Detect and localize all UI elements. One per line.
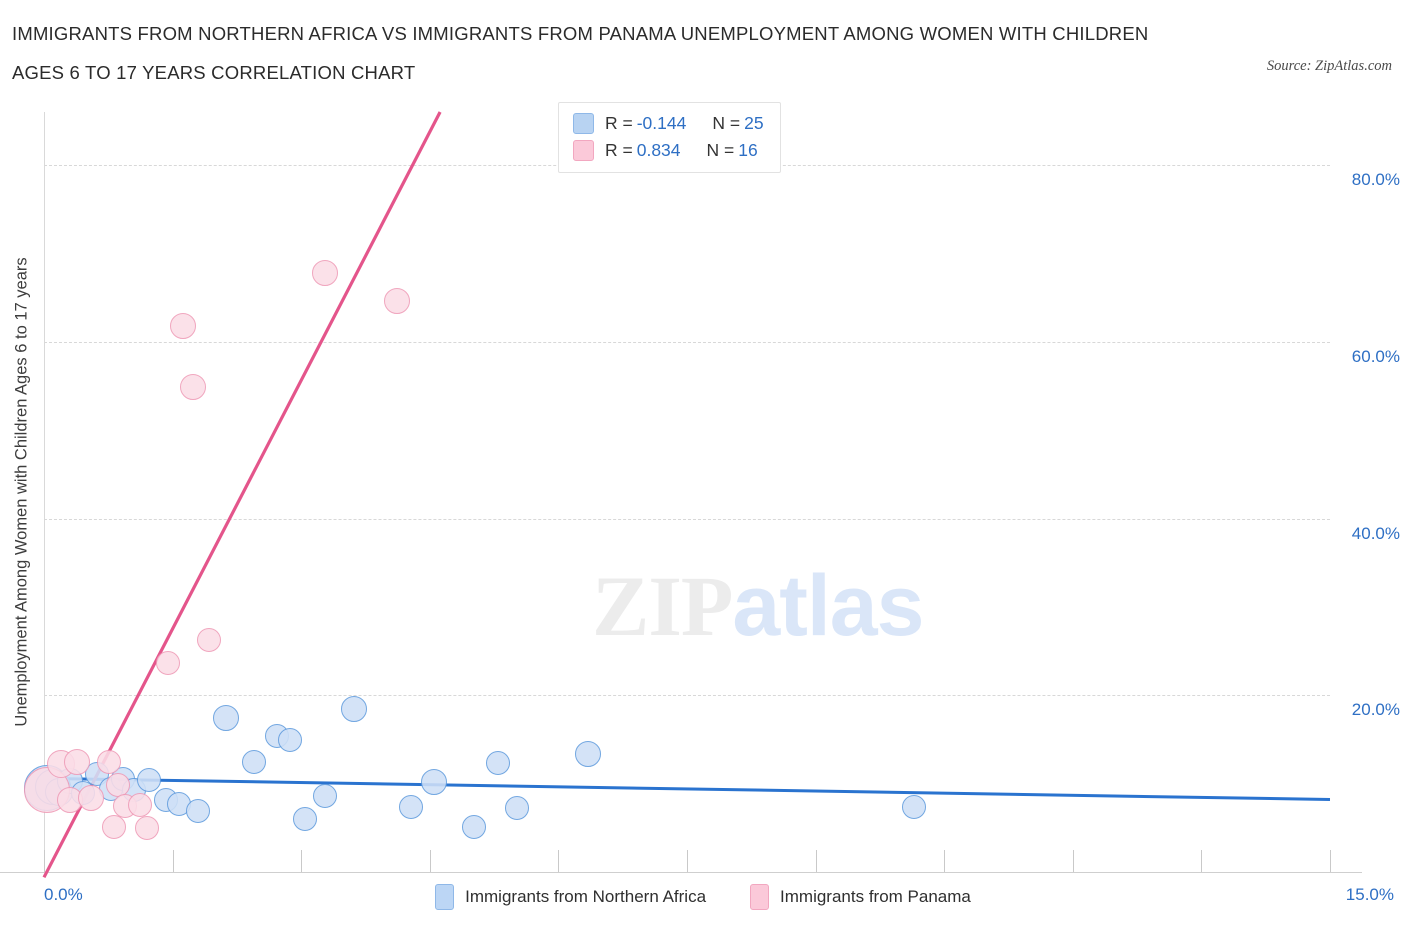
scatter-point[interactable]: [156, 650, 181, 675]
scatter-point[interactable]: [902, 795, 927, 820]
stats-swatch-pink-icon: [573, 140, 594, 161]
y-axis-title: Unemployment Among Women with Children A…: [12, 257, 31, 727]
gridline-40.0%: [44, 518, 1330, 520]
correlation-stats-box: R = -0.144 N = 25 R = 0.834 N = 16: [558, 102, 781, 173]
plot-area: Unemployment Among Women with Children A…: [0, 111, 1362, 879]
watermark-zip: ZIP: [592, 558, 733, 654]
x-axis-min-label: 0.0%: [44, 885, 83, 904]
x-axis-line: [0, 872, 1362, 873]
y-axis-line: [44, 112, 45, 872]
y-tick-label: 40.0%: [1351, 523, 1400, 543]
series-legend: Immigrants from Northern Africa Immigran…: [0, 884, 1406, 910]
legend-item-panama[interactable]: Immigrants from Panama: [750, 884, 971, 910]
source-attribution: Source: ZipAtlas.com: [1266, 58, 1392, 74]
scatter-point[interactable]: [293, 806, 318, 831]
scatter-point[interactable]: [384, 288, 411, 315]
legend-swatch-northern-africa-icon: [435, 884, 455, 910]
y-tick-label: 60.0%: [1351, 346, 1400, 366]
scatter-point[interactable]: [63, 749, 90, 776]
legend-label-northern-africa: Immigrants from Northern Africa: [465, 887, 707, 906]
scatter-point[interactable]: [196, 628, 221, 653]
y-tick-label: 20.0%: [1351, 700, 1400, 720]
stats-r-value-blue: -0.144: [636, 113, 687, 133]
scatter-point[interactable]: [462, 814, 487, 839]
stats-row-northern-africa: R = -0.144 N = 25: [573, 110, 764, 137]
legend-swatch-panama-icon: [750, 884, 770, 910]
scatter-point[interactable]: [312, 259, 339, 286]
scatter-point[interactable]: [486, 751, 511, 776]
scatter-point[interactable]: [97, 749, 122, 774]
chart-title: IMMIGRANTS FROM NORTHERN AFRICA VS IMMIG…: [12, 14, 1212, 92]
chart-title-line-2: AGES 6 TO 17 YEARS CORRELATION CHART: [12, 62, 416, 83]
scatter-point[interactable]: [575, 741, 602, 768]
legend-label-panama: Immigrants from Panama: [780, 887, 971, 906]
scatter-point[interactable]: [169, 312, 196, 339]
gridline-60.0%: [44, 341, 1330, 343]
scatter-point[interactable]: [136, 768, 161, 793]
x-axis-tick: [44, 850, 45, 872]
x-axis-tick: [687, 850, 688, 872]
scatter-point[interactable]: [212, 705, 239, 732]
trend-lines: [42, 111, 1331, 879]
scatter-point[interactable]: [78, 784, 105, 811]
stats-n-value-pink: 16: [738, 140, 758, 160]
stats-row-panama: R = 0.834 N = 16: [573, 137, 764, 164]
gridline-20.0%: [44, 695, 1330, 697]
scatter-point[interactable]: [242, 750, 267, 775]
trend-line: [43, 776, 1331, 802]
stats-n-value-blue: 25: [744, 113, 764, 133]
scatter-point[interactable]: [278, 728, 303, 753]
x-axis-tick: [558, 850, 560, 872]
x-axis-tick: [815, 850, 817, 872]
x-axis-tick: [944, 850, 946, 872]
scatter-point[interactable]: [102, 814, 127, 839]
scatter-point[interactable]: [128, 792, 153, 817]
scatter-point[interactable]: [134, 815, 159, 840]
scatter-point[interactable]: [341, 695, 368, 722]
scatter-point[interactable]: [421, 768, 448, 795]
x-axis-tick: [1072, 850, 1074, 872]
stats-n-label-pink: N =: [706, 140, 735, 160]
scatter-point[interactable]: [505, 796, 530, 821]
scatter-point[interactable]: [180, 373, 207, 400]
x-axis-tick: [1330, 850, 1331, 872]
y-tick-label: 80.0%: [1351, 170, 1400, 190]
x-axis-tick: [172, 850, 174, 872]
stats-r-label-blue: R =: [605, 113, 633, 133]
watermark: ZIPatlas: [592, 556, 924, 656]
chart-title-line-1: IMMIGRANTS FROM NORTHERN AFRICA VS IMMIG…: [12, 23, 1149, 44]
scatter-point[interactable]: [398, 794, 423, 819]
stats-r-label-pink: R =: [605, 140, 633, 160]
x-axis-tick: [301, 850, 303, 872]
x-axis-tick: [1201, 850, 1203, 872]
scatter-point[interactable]: [186, 799, 211, 824]
stats-r-value-pink: 0.834: [636, 140, 681, 160]
x-axis-max-label: 15.0%: [1345, 885, 1394, 904]
x-axis-tick: [429, 850, 431, 872]
legend-item-northern-africa[interactable]: Immigrants from Northern Africa: [435, 884, 706, 910]
stats-swatch-blue-icon: [573, 113, 594, 134]
scatter-point[interactable]: [313, 784, 338, 808]
watermark-atlas: atlas: [732, 558, 924, 654]
stats-n-label-blue: N =: [712, 113, 741, 133]
